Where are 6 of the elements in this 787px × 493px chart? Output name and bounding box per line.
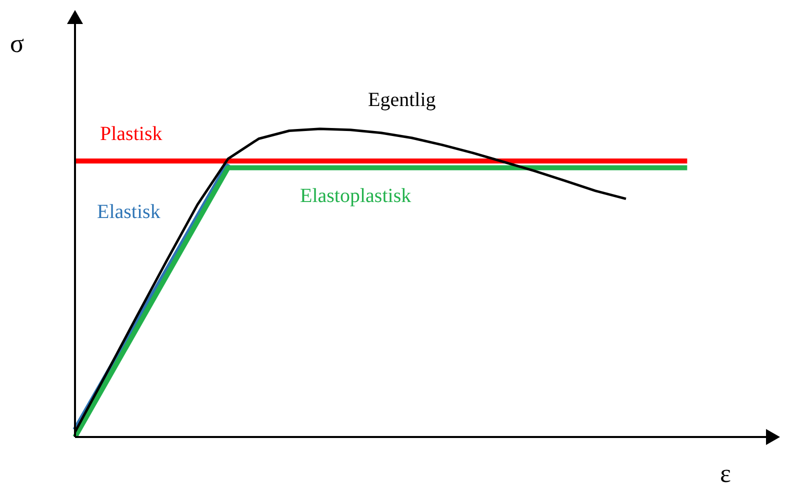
series-label: Elastisk (97, 201, 160, 223)
series-label: Plastisk (100, 123, 162, 145)
series-label: Egentlig (368, 89, 436, 111)
x-axis-title: ε (720, 459, 731, 488)
y-axis-title: σ (10, 29, 24, 58)
series-label: Elastoplastisk (300, 185, 412, 207)
